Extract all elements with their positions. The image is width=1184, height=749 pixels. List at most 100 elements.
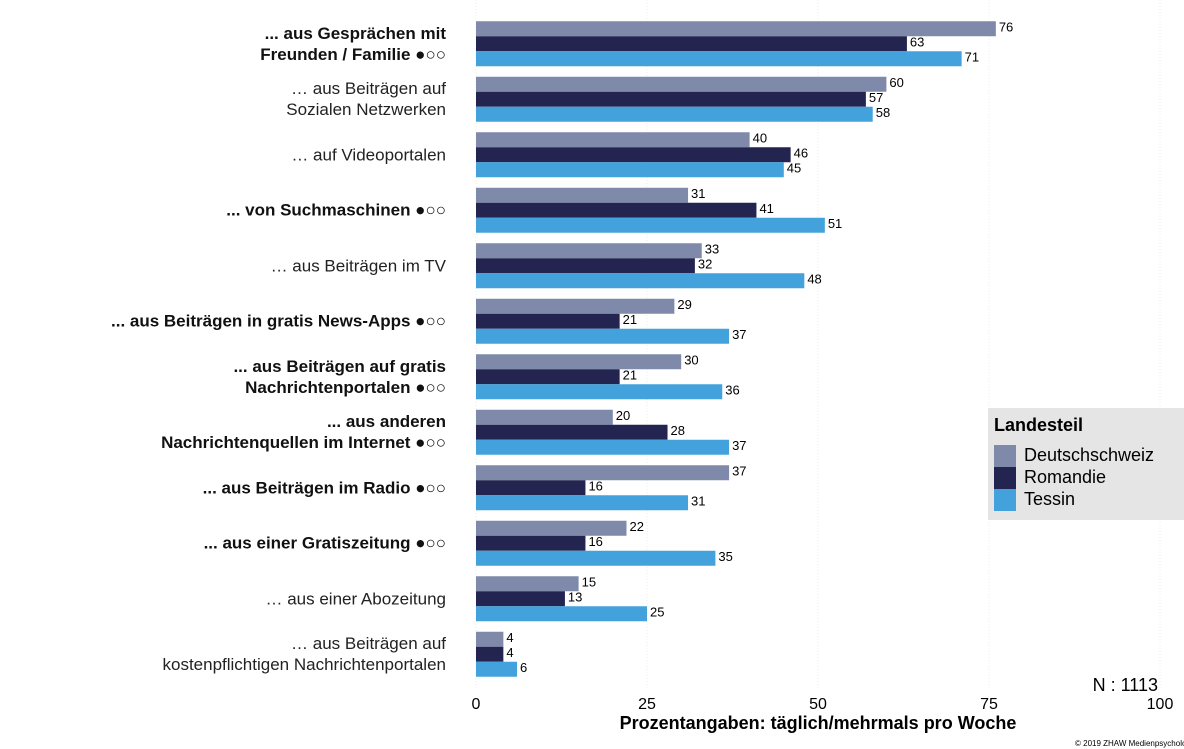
bar — [476, 661, 518, 677]
bar — [476, 162, 784, 178]
x-tick-label: 75 — [980, 696, 998, 713]
value-label: 57 — [869, 90, 883, 105]
value-label: 45 — [787, 161, 801, 176]
value-label: 35 — [718, 549, 732, 564]
value-label: 51 — [828, 216, 842, 231]
value-label: 60 — [889, 75, 903, 90]
bar — [476, 76, 887, 92]
y-tick-label: … aus einer Abozeitung — [265, 589, 446, 609]
value-label: 33 — [705, 242, 719, 257]
bar — [476, 384, 723, 400]
value-label: 31 — [691, 186, 705, 201]
y-tick-label: ... aus Beiträgen im Radio ●○○ — [202, 478, 446, 498]
bar — [476, 298, 675, 314]
annotation: N : 1113 — [1093, 675, 1158, 695]
value-label: 31 — [691, 494, 705, 509]
value-label: 36 — [725, 383, 739, 398]
bar — [476, 21, 996, 37]
bar — [476, 591, 565, 607]
bar — [476, 520, 627, 536]
value-label: 13 — [568, 590, 582, 605]
value-label: 16 — [588, 534, 602, 549]
value-label: 28 — [671, 423, 685, 438]
value-label: 46 — [794, 146, 808, 161]
bar — [476, 409, 613, 425]
y-tick-label: … aus Beiträgen auf kostenpflichtigen Na… — [162, 634, 446, 675]
bar — [476, 550, 716, 566]
value-label: 15 — [582, 575, 596, 590]
legend-swatch — [994, 445, 1016, 467]
value-label: 40 — [753, 131, 767, 146]
y-tick-label: ... aus Gesprächen mit Freunden / Famili… — [260, 23, 446, 64]
bar — [476, 576, 579, 592]
y-tick-label: … aus Beiträgen auf Sozialen Netzwerken — [286, 79, 446, 120]
legend-label: Deutschschweiz — [1024, 445, 1154, 465]
credit: © 2019 ZHAW Medienpsychologie — [1075, 739, 1184, 748]
bar — [476, 202, 757, 218]
value-label: 37 — [732, 464, 746, 479]
value-label: 4 — [506, 630, 513, 645]
value-label: 63 — [910, 35, 924, 50]
bar — [476, 258, 695, 274]
value-label: 30 — [684, 353, 698, 368]
bar — [476, 631, 504, 647]
x-tick-label: 100 — [1147, 696, 1174, 713]
bar — [476, 243, 702, 259]
value-label: 37 — [732, 438, 746, 453]
bar — [476, 328, 730, 344]
x-tick-label: 25 — [638, 696, 656, 713]
value-label: 76 — [999, 20, 1013, 35]
bar — [476, 535, 586, 551]
bar — [476, 273, 805, 289]
bar — [476, 369, 620, 385]
bar — [476, 465, 730, 481]
bar — [476, 606, 647, 622]
y-tick-label: … auf Videoportalen — [291, 145, 446, 165]
value-label: 16 — [588, 479, 602, 494]
bar — [476, 646, 504, 662]
bar — [476, 424, 668, 440]
value-label: 6 — [520, 660, 527, 675]
legend-box — [988, 408, 1184, 520]
value-label: 48 — [807, 272, 821, 287]
value-label: 21 — [623, 312, 637, 327]
legend-label: Romandie — [1024, 467, 1106, 487]
y-tick-label: ... aus Beiträgen auf gratis Nachrichten… — [233, 356, 446, 397]
y-tick-label: … aus Beiträgen im TV — [270, 256, 446, 276]
value-label: 21 — [623, 368, 637, 383]
x-axis-label: Prozentangaben: täglich/mehrmals pro Woc… — [620, 713, 1017, 733]
y-tick-label: ... aus Beiträgen in gratis News-Apps ●○… — [111, 311, 446, 331]
bar — [476, 480, 586, 496]
legend-label: Tessin — [1024, 489, 1075, 509]
bar — [476, 495, 689, 511]
bar — [476, 147, 791, 163]
legend-title: Landesteil — [994, 415, 1083, 435]
bar — [476, 187, 689, 203]
bar — [476, 36, 907, 52]
value-label: 20 — [616, 408, 630, 423]
value-label: 22 — [629, 519, 643, 534]
bar — [476, 354, 682, 370]
value-label: 29 — [677, 297, 691, 312]
bar — [476, 91, 866, 107]
bar — [476, 313, 620, 329]
value-label: 32 — [698, 257, 712, 272]
y-tick-label: ... aus anderen Nachrichtenquellen im In… — [161, 412, 446, 453]
value-label: 71 — [965, 50, 979, 65]
value-label: 37 — [732, 327, 746, 342]
bar — [476, 439, 730, 455]
legend-swatch — [994, 467, 1016, 489]
value-label: 4 — [506, 645, 513, 660]
value-label: 41 — [759, 201, 773, 216]
x-tick-label: 50 — [809, 696, 827, 713]
bar — [476, 217, 825, 233]
value-label: 25 — [650, 605, 664, 620]
bar — [476, 106, 873, 122]
legend-swatch — [994, 489, 1016, 511]
y-tick-label: ... aus einer Gratiszeitung ●○○ — [203, 533, 446, 553]
x-tick-label: 0 — [472, 696, 481, 713]
y-tick-label: ... von Suchmaschinen ●○○ — [226, 200, 446, 220]
bar — [476, 51, 962, 67]
